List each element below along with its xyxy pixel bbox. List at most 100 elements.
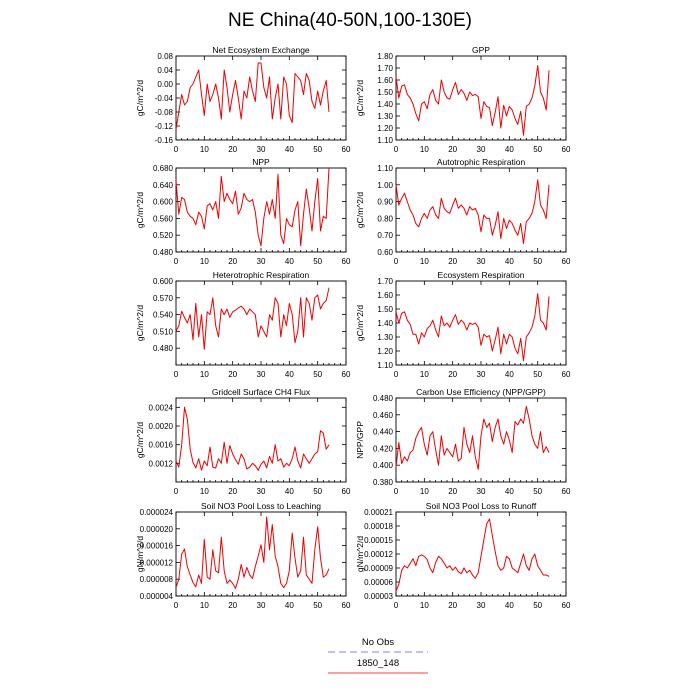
y-tick-label: 0.440 — [373, 428, 394, 437]
panel-title: Net Ecosystem Exchange — [212, 45, 310, 55]
x-tick-label: 10 — [200, 145, 209, 154]
panel-title: Ecosystem Respiration — [438, 270, 525, 280]
x-tick-label: 40 — [505, 370, 514, 379]
y-tick-label: 0.640 — [153, 181, 174, 190]
y-axis-label: gN/m^2/d — [355, 536, 365, 572]
y-tick-label: 0.000024 — [140, 508, 174, 517]
legend: No Obs 1850_148 — [328, 637, 428, 674]
x-tick-label: 10 — [200, 370, 209, 379]
series-line-0 — [175, 62, 330, 130]
x-tick-label: 10 — [200, 487, 209, 496]
y-tick-label: 1.20 — [377, 347, 393, 356]
y-tick-label: 1.50 — [377, 305, 393, 314]
panel-title: Autotrophic Respiration — [437, 157, 526, 167]
legend-label-1: 1850_148 — [357, 658, 399, 669]
x-tick-label: 30 — [477, 601, 486, 610]
y-tick-label: 0.00018 — [364, 522, 393, 531]
series-line-0 — [395, 293, 550, 362]
y-tick-label: 0.80 — [377, 214, 393, 223]
y-tick-label: 0.600 — [153, 277, 174, 286]
x-tick-label: 60 — [562, 487, 571, 496]
y-tick-label: 0.00003 — [364, 592, 393, 601]
y-tick-label: 0.0024 — [149, 403, 174, 412]
panel-title: Heterotrophic Respiration — [213, 270, 310, 280]
y-tick-label: 0.00006 — [364, 578, 393, 587]
y-tick-label: 0.520 — [153, 231, 174, 240]
x-tick-label: 20 — [228, 370, 237, 379]
x-tick-label: 50 — [313, 601, 322, 610]
y-tick-label: 1.30 — [377, 333, 393, 342]
y-tick-label: 0.420 — [373, 444, 394, 453]
x-tick-label: 50 — [313, 487, 322, 496]
x-tick-label: 40 — [285, 257, 294, 266]
x-tick-label: 30 — [257, 601, 266, 610]
y-tick-label: 0.00012 — [364, 550, 393, 559]
panel-title: NPP — [252, 157, 270, 167]
y-tick-label: 0.00009 — [364, 564, 393, 573]
panel-title: Gridcell Surface CH4 Flux — [212, 387, 311, 397]
x-tick-label: 0 — [174, 601, 179, 610]
y-tick-label: 0.460 — [373, 411, 394, 420]
x-tick-label: 0 — [394, 601, 399, 610]
series-line-0 — [175, 516, 330, 589]
x-tick-label: 20 — [228, 145, 237, 154]
x-tick-label: 60 — [342, 601, 351, 610]
x-tick-label: 50 — [533, 145, 542, 154]
x-tick-label: 50 — [533, 487, 542, 496]
y-tick-label: -0.04 — [155, 94, 174, 103]
legend-label-0: No Obs — [362, 637, 394, 648]
y-tick-label: 1.80 — [377, 52, 393, 61]
y-tick-label: 1.70 — [377, 64, 393, 73]
x-tick-label: 10 — [420, 370, 429, 379]
y-axis-label: gC/m^2/d — [135, 80, 145, 116]
y-tick-label: 0.0016 — [149, 441, 174, 450]
x-tick-label: 0 — [174, 487, 179, 496]
x-tick-label: 20 — [228, 601, 237, 610]
plot-frame — [395, 167, 567, 253]
x-tick-label: 30 — [477, 370, 486, 379]
y-axis-label: gC/m^2/d — [135, 192, 145, 228]
x-tick-label: 30 — [477, 145, 486, 154]
y-tick-label: 0.570 — [153, 294, 174, 303]
panel-title: Soil NO3 Pool Loss to Leaching — [201, 501, 321, 511]
chart-panel-8: Soil NO3 Pool Loss to Leaching gN/m^2/d 0 1… — [135, 501, 351, 610]
panel-title: Carbon Use Efficiency (NPP/GPP) — [416, 387, 546, 397]
x-tick-label: 40 — [505, 487, 514, 496]
chart-panels: Net Ecosystem Exchange gC/m^2/d 0 10 20 30 40 5… — [135, 45, 571, 610]
series-line-0 — [395, 179, 550, 245]
x-tick-label: 20 — [448, 257, 457, 266]
y-tick-label: 0.480 — [153, 248, 174, 257]
y-tick-label: 0.90 — [377, 198, 393, 207]
x-tick-label: 60 — [562, 601, 571, 610]
y-axis-label: gC/m^2/d — [355, 80, 365, 116]
x-tick-label: 30 — [477, 257, 486, 266]
figure-title: NE China(40-50N,100-130E) — [228, 10, 472, 31]
y-tick-label: 0.0012 — [149, 459, 174, 468]
x-tick-label: 10 — [420, 487, 429, 496]
y-tick-label: 1.10 — [377, 361, 393, 370]
y-tick-label: 0.08 — [157, 52, 173, 61]
panel-title: Soil NO3 Pool Loss to Runoff — [426, 501, 537, 511]
panel-title: GPP — [472, 45, 490, 55]
chart-panel-9: Soil NO3 Pool Loss to Runoff gN/m^2/d 0 10 2… — [355, 501, 571, 610]
x-tick-label: 0 — [174, 257, 179, 266]
x-tick-label: 60 — [342, 370, 351, 379]
y-tick-label: 0.00021 — [364, 508, 393, 517]
x-tick-label: 10 — [200, 601, 209, 610]
chart-panel-3: Autotrophic Respiration gC/m^2/d 0 10 20 30 40… — [355, 157, 571, 266]
y-axis-label: NPP/GPP — [355, 421, 365, 459]
y-tick-label: 1.40 — [377, 319, 393, 328]
x-tick-label: 40 — [285, 145, 294, 154]
x-tick-label: 40 — [285, 487, 294, 496]
y-tick-label: 1.60 — [377, 291, 393, 300]
x-tick-label: 10 — [420, 257, 429, 266]
y-tick-label: 0.380 — [373, 478, 394, 487]
x-tick-label: 50 — [313, 145, 322, 154]
x-tick-label: 60 — [562, 145, 571, 154]
series-line-0 — [175, 406, 330, 471]
x-tick-label: 20 — [228, 487, 237, 496]
y-tick-label: 0.560 — [153, 214, 174, 223]
x-tick-label: 30 — [257, 145, 266, 154]
x-tick-label: 10 — [420, 145, 429, 154]
y-tick-label: 1.50 — [377, 88, 393, 97]
